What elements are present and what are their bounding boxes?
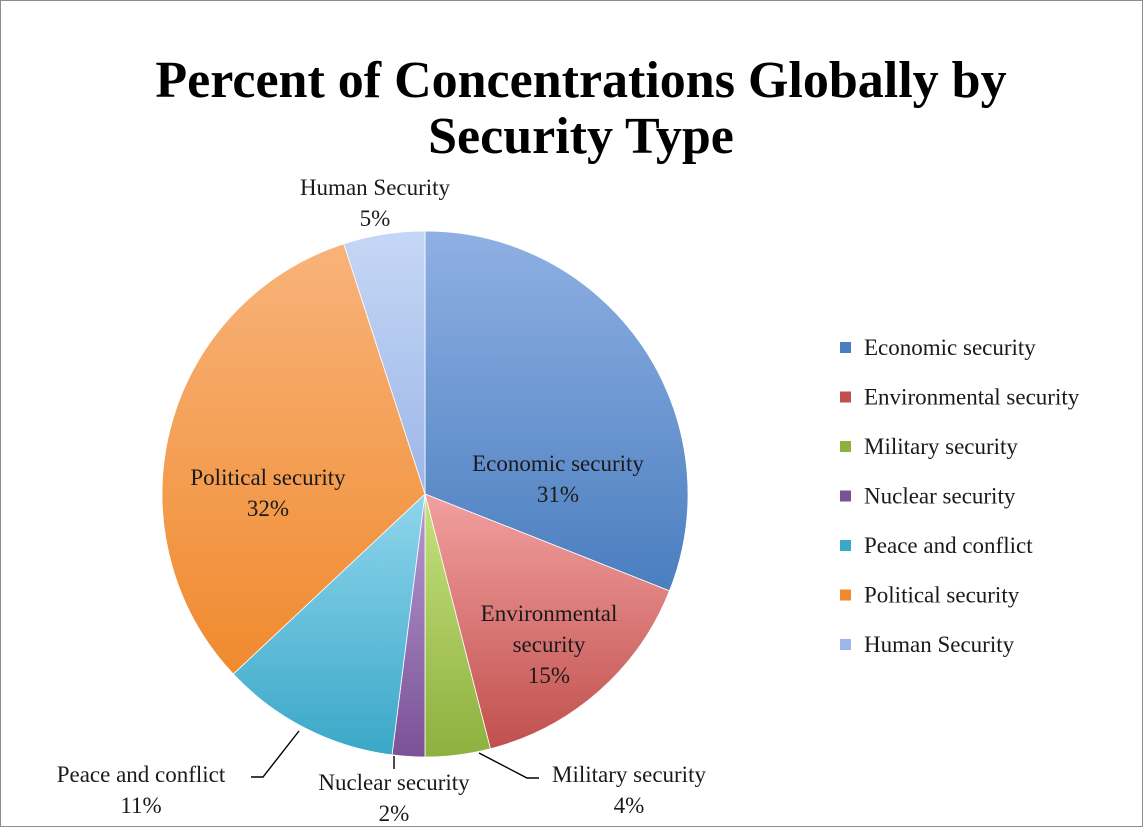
data-label-economic-security: Economic security 31% — [472, 451, 644, 507]
pie-slice-environmental-security — [424, 493, 671, 750]
data-label-human-security: Human Security 5% — [300, 175, 451, 231]
pie-slice-human-security — [343, 230, 426, 495]
legend-swatch-nuclear-security — [840, 490, 851, 502]
chart-title-line-2: Security Type — [428, 108, 734, 165]
data-labels: Economic security 31% Environmental securit… — [57, 175, 707, 826]
pie-slice-peace-and-conflict — [232, 492, 426, 756]
legend-label-peace-and-conflict: Peace and conflict — [864, 533, 1033, 558]
legend: Economic security Environmental security M… — [840, 335, 1080, 657]
data-label-environmental-security: Environmental security 15% — [481, 601, 618, 688]
legend-label-environmental-security: Environmental security — [864, 385, 1080, 410]
data-label-nuclear-security: Nuclear security 2% — [318, 770, 470, 826]
legend-swatch-human-security — [840, 639, 851, 650]
legend-swatch-peace-and-conflict — [840, 540, 851, 551]
legend-label-economic-security: Economic security — [864, 335, 1036, 360]
legend-label-nuclear-security: Nuclear security — [864, 484, 1016, 509]
data-label-peace-and-conflict: Peace and conflict 11% — [57, 762, 226, 818]
pie-slices — [161, 230, 689, 758]
legend-swatch-military-security — [840, 441, 851, 452]
pie-slice-economic-security — [424, 230, 689, 592]
legend-swatch-environmental-security — [840, 391, 851, 403]
chart-title-line-1: Percent of Concentrations Globally by — [155, 52, 1006, 109]
leader-line-peace-and-conflict — [251, 730, 300, 778]
leader-lines — [251, 730, 539, 779]
legend-label-political-security: Political security — [864, 583, 1020, 608]
pie-slice-political-security — [161, 243, 426, 675]
legend-label-human-security: Human Security — [864, 632, 1015, 657]
leader-line-military-security — [478, 752, 539, 779]
legend-swatch-political-security — [840, 589, 851, 601]
legend-swatch-economic-security — [840, 342, 851, 353]
data-label-military-security: Military security 4% — [552, 762, 706, 818]
legend-label-military-security: Military security — [864, 434, 1018, 459]
data-label-political-security: Political security 32% — [190, 465, 346, 521]
